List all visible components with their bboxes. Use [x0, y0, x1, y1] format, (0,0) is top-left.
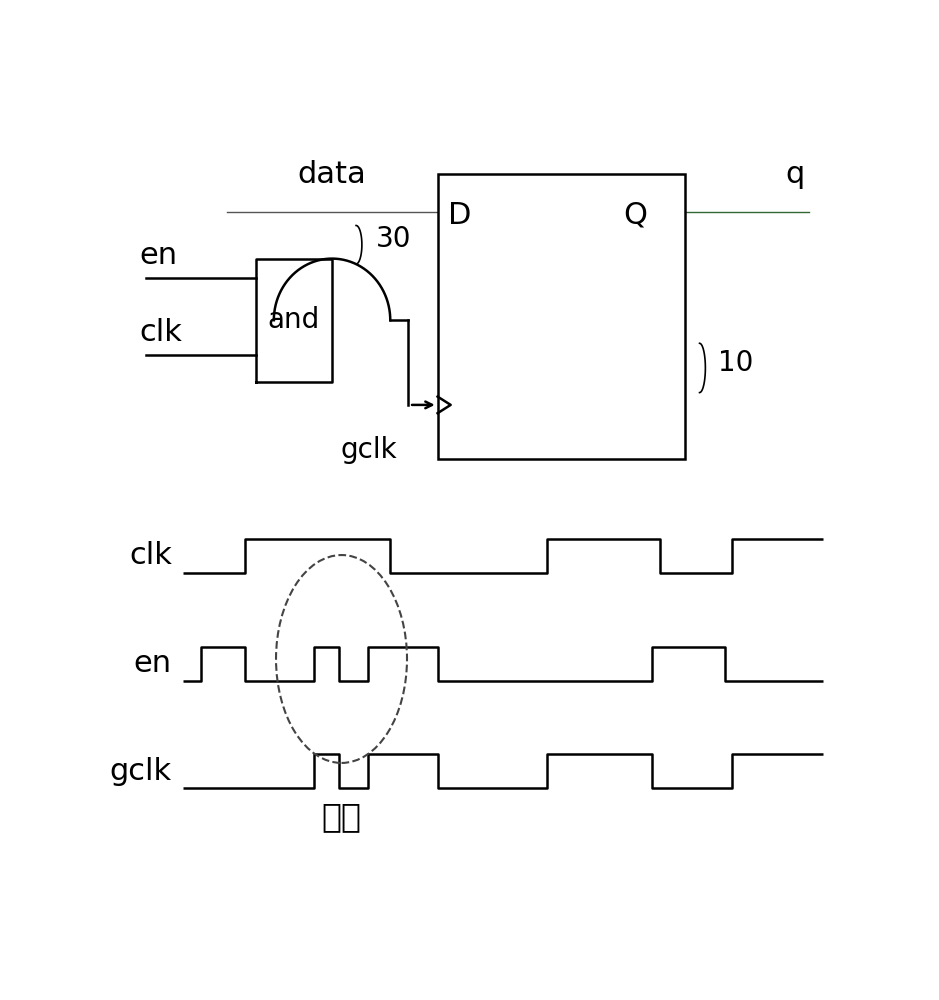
Text: 30: 30	[376, 225, 411, 253]
Text: and: and	[268, 306, 319, 334]
Text: data: data	[298, 160, 366, 189]
Text: clk: clk	[129, 541, 172, 570]
Text: clk: clk	[139, 318, 182, 347]
Text: en: en	[139, 241, 177, 270]
Text: q: q	[786, 160, 805, 189]
Text: 10: 10	[717, 349, 753, 377]
Text: Q: Q	[623, 201, 647, 230]
Text: gclk: gclk	[340, 436, 397, 464]
Text: D: D	[449, 201, 472, 230]
Bar	[438, 174, 685, 459]
Text: 毛刺: 毛刺	[321, 800, 362, 833]
Text: gclk: gclk	[110, 757, 172, 786]
Text: en: en	[134, 649, 172, 678]
